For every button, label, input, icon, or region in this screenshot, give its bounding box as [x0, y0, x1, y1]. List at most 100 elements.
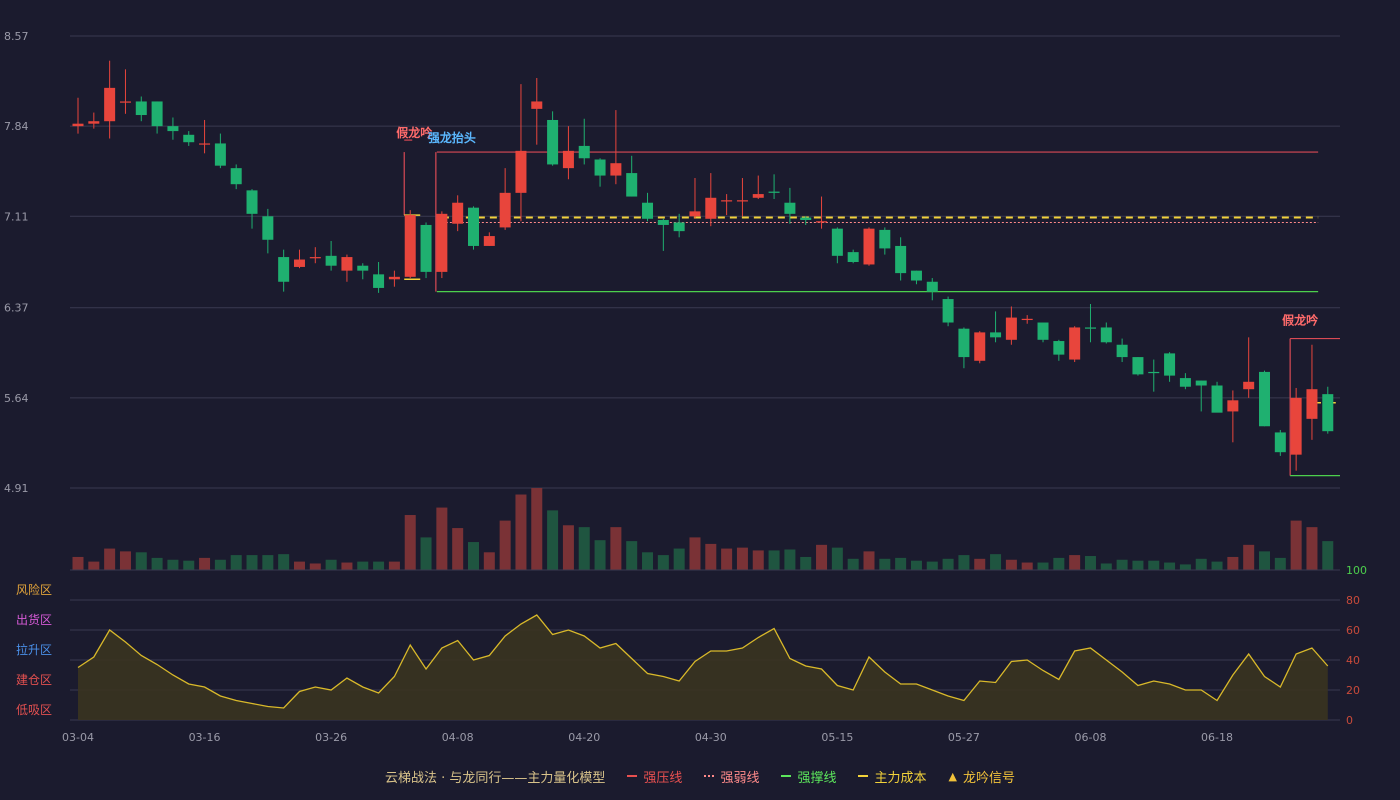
triangle-icon: ▲	[948, 769, 957, 783]
candle-body	[784, 202, 796, 214]
oscillator-tick-label: 100	[1346, 564, 1367, 577]
price-grid: 8.57 7.84 7.11 6.37 5.64 4.91	[4, 30, 1340, 495]
volume-bar	[309, 563, 321, 570]
volume-bar	[705, 543, 717, 570]
candle-body	[1290, 397, 1302, 455]
volume-bar	[610, 527, 622, 570]
candle-body	[404, 215, 416, 277]
volume-bar	[404, 515, 416, 570]
candle-body	[562, 150, 574, 169]
volume-bar	[1021, 562, 1033, 570]
candle-body	[1069, 327, 1081, 360]
candle-body	[895, 245, 907, 274]
candle-body	[974, 332, 986, 361]
candle-body	[72, 123, 84, 127]
volume-bar	[483, 552, 495, 570]
legend-item-resistance[interactable]: 强压线	[627, 767, 682, 786]
volume-bar	[88, 561, 100, 570]
candle-body	[926, 281, 938, 292]
legend-label: 强弱线	[720, 770, 760, 786]
candle-body	[673, 222, 685, 232]
candle-body	[1005, 317, 1017, 340]
volume-bar	[183, 560, 195, 570]
candle-body	[721, 200, 733, 202]
x-tick-label: 06-08	[1074, 731, 1106, 744]
legend-item-weak[interactable]: 强弱线	[704, 767, 759, 786]
volume-bar	[816, 544, 828, 570]
candle-body	[151, 101, 163, 127]
signal-label: 假龙吟	[396, 125, 432, 140]
candle-body	[610, 163, 622, 176]
legend-label: 强撑线	[797, 770, 837, 786]
candle-body	[167, 126, 179, 132]
candle-body	[990, 332, 1002, 338]
volume-bar	[1100, 563, 1112, 570]
volume-bar	[199, 557, 211, 570]
weak-swatch	[704, 775, 715, 777]
legend-item-cost[interactable]: 主力成本	[858, 767, 926, 786]
candle-body	[278, 257, 290, 282]
volume-bar	[167, 559, 179, 570]
legend: 云梯战法 · 与龙同行——主力量化模型 强压线 强弱线 强撑线 主力成本 ▲ 龙…	[0, 766, 1400, 786]
volume-bar	[1259, 551, 1270, 570]
candle-body	[1053, 341, 1065, 355]
volume-bar	[1132, 560, 1144, 570]
candle-body	[626, 173, 638, 197]
volume-bar	[547, 510, 559, 570]
volume-bar	[879, 558, 891, 570]
candle-body	[452, 202, 464, 224]
price-tick-label: 4.91	[4, 482, 29, 495]
candle-body	[1306, 389, 1318, 419]
volume-bar	[1195, 558, 1207, 570]
volume-bar	[626, 541, 638, 570]
candle-body	[642, 202, 654, 219]
legend-item-signal[interactable]: ▲ 龙吟信号	[948, 767, 1014, 786]
volume-bar	[388, 561, 400, 570]
volume-bar	[1069, 555, 1081, 570]
oscillator-zone-label: 拉升区	[16, 642, 52, 657]
candle-body	[293, 259, 305, 267]
volume-bar	[1290, 520, 1302, 570]
candle-body	[1021, 318, 1033, 321]
volume-bar	[1148, 560, 1160, 570]
candle-body	[135, 101, 147, 116]
oscillator-zone-label: 低吸区	[16, 703, 52, 717]
legend-item-support[interactable]: 强撑线	[781, 767, 836, 786]
volume-bar	[452, 528, 464, 570]
candle-body	[752, 194, 764, 198]
legend-title: 云梯战法 · 与龙同行——主力量化模型	[385, 767, 605, 786]
candle-body	[1148, 371, 1160, 374]
oscillator-zone-label: 建仓区	[16, 673, 52, 687]
candle-body	[910, 270, 922, 281]
oscillator-area	[78, 615, 1328, 720]
x-tick-label: 03-04	[62, 731, 94, 744]
volume-bar	[847, 558, 859, 570]
price-tick-label: 8.57	[4, 30, 29, 43]
oscillator-tick-label: 60	[1346, 624, 1360, 637]
volume-bar	[119, 551, 131, 570]
candle-body	[736, 200, 748, 202]
volume-bar	[341, 562, 353, 570]
x-tick-label: 05-15	[821, 731, 853, 744]
cost-swatch	[858, 775, 869, 777]
candle-body	[1322, 394, 1334, 432]
candle-body	[1164, 353, 1176, 376]
candle-body	[183, 134, 195, 143]
volume-bar	[373, 561, 385, 570]
candle-body	[499, 192, 511, 228]
candle-body	[515, 150, 527, 193]
x-tick-label: 03-16	[189, 731, 221, 744]
volume-bar	[594, 540, 606, 570]
candle-body	[847, 252, 859, 262]
price-tick-label: 7.11	[4, 210, 29, 223]
candle-body	[768, 191, 780, 193]
oscillator-tick-label: 0	[1346, 714, 1353, 727]
x-tick-label: 03-26	[315, 731, 347, 744]
volume-bar	[721, 548, 733, 570]
candle-body	[468, 207, 479, 246]
legend-title-text: 云梯战法 · 与龙同行——主力量化模型	[385, 770, 606, 786]
volume-bar	[1164, 562, 1176, 570]
volume-bar	[468, 542, 479, 570]
